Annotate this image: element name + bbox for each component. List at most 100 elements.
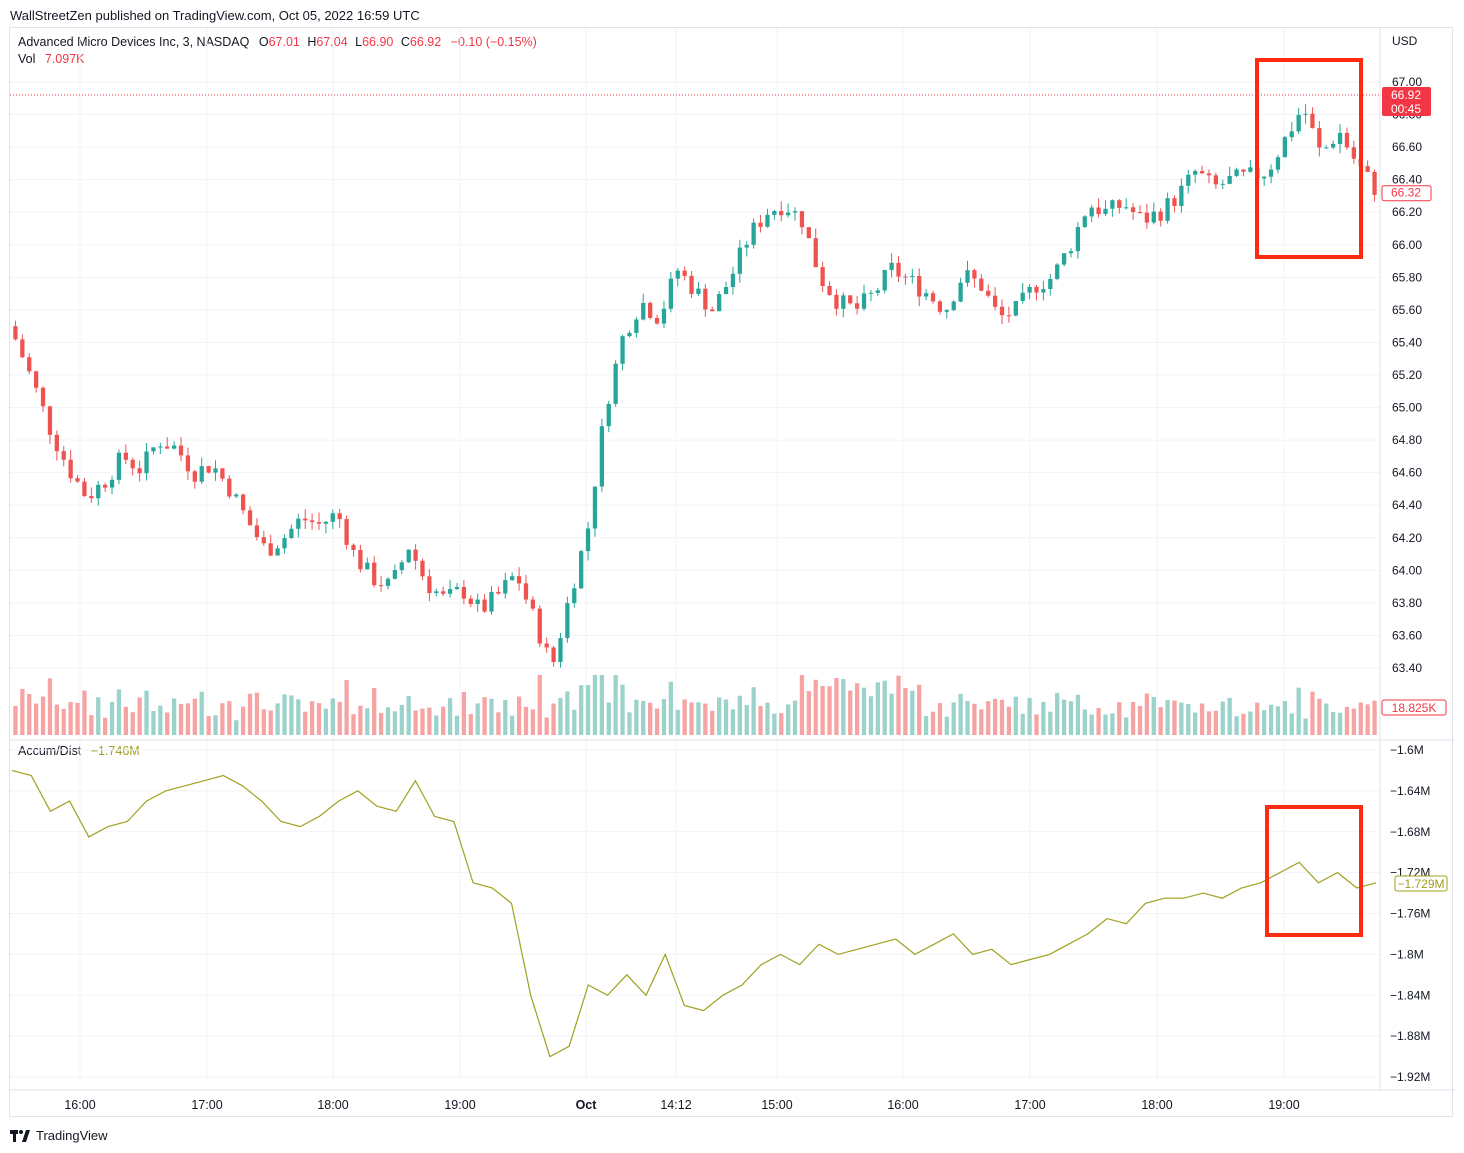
volume-bar-178 [1241,713,1246,735]
volume-bar-6 [54,704,59,735]
candle-body-106 [744,244,749,248]
candle-body-155 [1082,216,1087,227]
candle-body-2 [27,357,32,372]
candle-body-114 [799,211,805,228]
candle-body-45 [323,521,329,524]
volume-bar-174 [1213,710,1219,735]
candle-body-88 [620,336,625,364]
candle-body-186 [1296,114,1301,132]
candle-body-185 [1289,131,1294,138]
candle-body-138 [965,270,970,283]
candle-body-56 [399,562,404,571]
candle-body-65 [461,586,467,599]
volume-bar-141 [986,701,991,735]
tradingview-footer[interactable]: TradingView [10,1128,108,1143]
candles [13,104,1377,668]
candle-body-147 [1027,286,1032,293]
candle-body-161 [1124,207,1129,209]
volume-bar-96 [675,709,680,735]
volume-bar-121 [848,690,853,735]
candle-body-33 [240,494,246,511]
price-axis-tick-6: 65.80 [1392,270,1422,284]
ad-legend: Accum/Dist −1.746M [18,744,140,758]
candle-body-28 [206,466,211,473]
volume-bar-46 [330,698,335,735]
candle-body-12 [96,484,101,499]
candle-body-31 [227,478,232,497]
volume-bar-60 [427,707,432,735]
candle-body-42 [303,518,308,521]
grid-lines [10,28,1455,1091]
candle-body-73 [516,576,522,584]
ad-value: −1.746M [90,744,140,758]
candle-body-172 [1199,170,1205,174]
candle-body-87 [613,363,618,404]
volume-bar-97 [682,699,687,735]
candle-body-153 [1068,251,1074,254]
volume-bar-44 [316,703,322,735]
volume-bar-120 [841,678,846,735]
volume-bar-21 [158,705,163,735]
ad-axis-tick-6: −1.84M [1390,988,1430,1002]
candle-body-29 [213,468,218,473]
candle-body-57 [406,549,411,563]
price-axis-tick-10: 65.00 [1392,401,1422,415]
candle-body-92 [648,302,653,318]
price-axis-tick-18: 63.40 [1392,661,1422,675]
candle-body-79 [558,638,563,663]
candle-body-109 [765,214,770,227]
candle-body-11 [89,496,94,499]
candle-body-9 [75,478,80,482]
volume-bar-110 [772,713,777,735]
candle-body-131 [917,276,922,297]
candle-body-4 [40,387,46,407]
open-label: O [258,35,269,49]
ad-axis-tick-8: −1.92M [1390,1070,1430,1084]
ad-axis-tick-4: −1.76M [1390,907,1430,921]
volume-bar-68 [482,697,487,735]
volume-bar-164 [1144,693,1150,735]
candle-body-175 [1220,183,1225,185]
volume-bar-75 [530,709,536,735]
volume-bar-12 [96,697,101,735]
volume-bar-179 [1248,711,1253,735]
price-axis-tick-4: 66.20 [1392,205,1422,219]
volume-bar-171 [1193,712,1198,735]
candle-body-94 [661,308,667,324]
candle-body-58 [413,549,418,561]
candle-body-101 [710,309,715,312]
ad-last-badge-bg [1394,875,1448,892]
candle-body-192 [1337,132,1343,144]
candle-body-166 [1158,211,1163,221]
price-axis-tick-7: 65.60 [1392,303,1422,317]
volume-bar-86 [606,702,611,735]
volume-bar-144 [1006,706,1012,735]
volume-bar-83 [585,685,591,735]
candle-body-63 [447,589,453,594]
volume-bar-49 [351,714,356,735]
price-axis-tick-12: 64.60 [1392,466,1422,480]
volume-bar-194 [1351,708,1356,735]
candle-body-191 [1331,143,1336,148]
volume-bar-125 [875,682,880,735]
volume-bar-181 [1262,710,1267,735]
close-value: 66.92 [409,35,442,49]
volume-bar-122 [854,683,860,735]
volume-bar-197 [1372,700,1377,735]
candle-body-196 [1365,166,1370,172]
volume-bar-188 [1310,691,1315,735]
volume-bar-184 [1282,701,1288,735]
candle-body-81 [572,588,577,604]
highlight-box-ad [1265,805,1363,937]
candle-body-3 [34,371,39,388]
symbol-legend: Advanced Micro Devices Inc, 3, NASDAQ O 6… [18,35,537,49]
candle-body-122 [854,303,860,309]
candle-body-116 [813,238,818,268]
volume-badge-bg [1381,699,1447,716]
symbol-name: Advanced Micro Devices Inc, 3, NASDAQ [18,35,250,49]
candle-body-83 [585,528,591,552]
volume-bar-51 [365,708,370,735]
volume-bar-79 [558,697,563,735]
